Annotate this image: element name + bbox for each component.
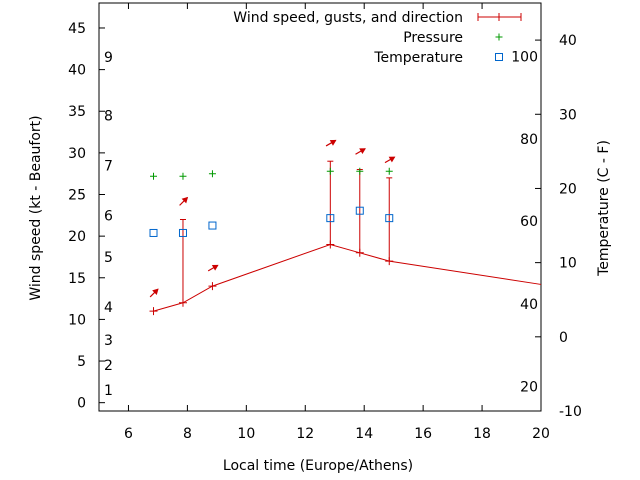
wind-direction-arrow — [325, 139, 337, 147]
y-tick-label: 10 — [68, 312, 86, 328]
pressure-point — [326, 167, 334, 175]
legend-label: Temperature — [373, 50, 463, 66]
temperature-point — [355, 206, 364, 215]
y-tick-label: 20 — [68, 229, 86, 245]
fahrenheit-label: 100 — [511, 49, 538, 65]
beaufort-label: 2 — [104, 358, 113, 374]
beaufort-label: 3 — [104, 333, 113, 349]
pressure-point — [356, 167, 364, 175]
beaufort-label: 4 — [104, 300, 113, 316]
legend-temperature-mark — [495, 53, 503, 61]
legend-label: Wind speed, gusts, and direction — [233, 10, 463, 26]
legend: Wind speed, gusts, and direction Pressure… — [233, 10, 522, 66]
fahrenheit-label: 60 — [520, 214, 538, 230]
temperature-point — [326, 214, 335, 223]
pressure-point — [385, 167, 393, 175]
wind-direction-arrow — [149, 288, 159, 298]
temperature-point — [178, 228, 187, 237]
x-tick-label: 16 — [414, 426, 432, 442]
wind-direction-arrow — [355, 148, 366, 155]
y-tick-label: 30 — [68, 146, 86, 162]
pressure-point — [150, 172, 158, 180]
wind-speed-point — [149, 307, 158, 316]
y2-tick-label: 20 — [559, 181, 577, 197]
x-tick-label: 10 — [237, 426, 255, 442]
wind-direction-arrow — [384, 156, 396, 164]
x-tick-label: 14 — [355, 426, 373, 442]
y-axis-label: Wind speed (kt - Beaufort) — [28, 115, 44, 300]
wind-arrow-head — [329, 139, 337, 146]
y-tick-label: 5 — [77, 354, 86, 370]
legend-pressure-mark — [495, 33, 503, 41]
wind-direction-arrow — [207, 264, 219, 272]
y2-tick-label: 40 — [559, 33, 577, 49]
wind-speed-point — [208, 282, 217, 291]
wind-arrow-head — [181, 196, 189, 204]
y-tick-label: 15 — [68, 271, 86, 287]
y-tick-label: 45 — [68, 21, 86, 37]
y2-tick-label: -10 — [559, 404, 582, 420]
x-tick-label: 6 — [124, 426, 133, 442]
temperature-point — [385, 214, 394, 223]
y2-tick-label: 0 — [559, 330, 568, 346]
wind-arrow-head — [388, 156, 396, 163]
legend-label: Pressure — [403, 30, 463, 46]
x-axis-label: Local time (Europe/Athens) — [223, 458, 413, 474]
y2-axis-label: Temperature (C - F) — [596, 140, 612, 277]
beaufort-label: 6 — [104, 208, 113, 224]
pressure-point — [179, 172, 187, 180]
y-tick-label: 40 — [68, 63, 86, 79]
y-tick-label: 35 — [68, 104, 86, 120]
axis-ticks: 6 8 10 12 14 16 18 20051015202530354045-1001020… — [68, 3, 582, 442]
y2-tick-label: 30 — [559, 107, 577, 123]
wind-speed-line — [153, 243, 542, 312]
temperature-point — [149, 228, 158, 237]
temperature-point — [208, 221, 217, 230]
wind-arrow-head — [152, 288, 159, 295]
x-tick-label: 20 — [532, 426, 550, 442]
data-marks — [149, 139, 542, 316]
fahrenheit-label: 40 — [520, 297, 538, 313]
wind-arrow-head — [359, 148, 366, 155]
fahrenheit-label: 80 — [520, 132, 538, 148]
y-tick-label: 25 — [68, 188, 86, 204]
y-tick-label: 0 — [77, 396, 86, 412]
beaufort-label: 5 — [104, 250, 113, 266]
plot-frame — [98, 2, 542, 412]
fahrenheit-label: 20 — [520, 380, 538, 396]
beaufort-label: 8 — [104, 108, 113, 124]
pressure-point — [208, 170, 216, 178]
x-tick-label: 8 — [183, 426, 192, 442]
beaufort-label: 7 — [104, 158, 113, 174]
beaufort-label: 9 — [104, 50, 113, 66]
x-tick-label: 12 — [296, 426, 314, 442]
wind-direction-arrow — [179, 196, 189, 206]
x-tick-label: 18 — [473, 426, 491, 442]
beaufort-label: 1 — [104, 383, 113, 399]
y2-tick-label: 10 — [559, 256, 577, 272]
wind-arrow-head — [211, 264, 219, 271]
